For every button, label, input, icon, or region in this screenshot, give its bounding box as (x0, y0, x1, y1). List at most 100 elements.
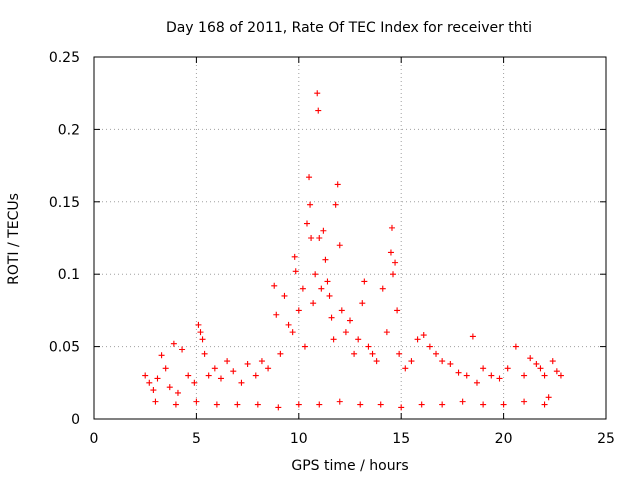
data-point (230, 368, 237, 375)
data-point (469, 333, 476, 340)
data-point (152, 398, 159, 405)
data-point (355, 336, 362, 343)
data-point (480, 401, 487, 408)
data-point (179, 346, 186, 353)
data-point (312, 271, 319, 278)
data-point (496, 375, 503, 382)
plot-frame (93, 56, 607, 420)
data-point (244, 360, 251, 367)
tick-labels: 0 5 10 15 20 25 0 0.05 0.1 0.15 0.2 0.25 (49, 50, 615, 447)
data-point (439, 358, 446, 365)
data-point (316, 401, 323, 408)
data-point (379, 285, 386, 292)
data-point (347, 317, 353, 324)
data-point (439, 401, 446, 408)
data-point (383, 329, 390, 336)
data-point (338, 307, 345, 314)
data-point (463, 372, 470, 379)
data-point (512, 343, 519, 350)
data-point (170, 340, 177, 347)
data-point (336, 398, 343, 405)
data-point (521, 398, 528, 405)
data-point (408, 358, 415, 365)
data-point (193, 398, 200, 405)
data-point (334, 181, 341, 188)
y-tick-label: 0.15 (49, 195, 80, 211)
data-point (289, 329, 296, 336)
data-point (224, 358, 231, 365)
data-point (533, 360, 540, 367)
data-point (390, 271, 397, 278)
data-point (306, 174, 313, 181)
data-point (433, 350, 440, 357)
data-point (394, 307, 401, 314)
y-axis-label: ROTI / TECUs (6, 193, 22, 285)
data-point (426, 343, 433, 350)
data-point (328, 314, 335, 321)
x-tick-label: 15 (392, 431, 410, 447)
data-point (504, 365, 511, 372)
axis-ticks (93, 56, 607, 420)
data-point (258, 358, 265, 365)
data-point (310, 300, 317, 307)
data-point (418, 401, 425, 408)
data-point (195, 321, 202, 328)
data-point (265, 365, 272, 372)
data-point (213, 401, 220, 408)
data-point (320, 227, 327, 234)
data-point (447, 360, 454, 367)
data-point (392, 259, 399, 266)
x-tick-label: 20 (495, 431, 513, 447)
data-point (254, 401, 261, 408)
chart-title: Day 168 of 2011, Rate Of TEC Index for r… (166, 20, 532, 36)
data-point (322, 256, 329, 263)
data-point (387, 249, 394, 256)
data-point (330, 336, 337, 343)
data-point (541, 401, 548, 408)
x-tick-label: 5 (192, 431, 201, 447)
data-point (146, 379, 153, 386)
data-point (303, 220, 310, 227)
data-point (365, 343, 372, 350)
data-point (351, 350, 358, 357)
x-tick-label: 0 (90, 431, 99, 447)
grid (94, 57, 606, 419)
data-point (359, 300, 366, 307)
data-point (299, 285, 306, 292)
data-point (314, 90, 321, 97)
data-point (199, 336, 206, 343)
data-point (154, 375, 161, 382)
data-point (162, 365, 169, 372)
data-point (545, 394, 552, 401)
data-point (285, 321, 292, 328)
data-point (308, 235, 315, 241)
data-point (541, 372, 548, 379)
data-point (420, 332, 427, 339)
data-point (557, 372, 564, 379)
x-tick-label: 10 (290, 431, 308, 447)
data-point (398, 404, 405, 411)
data-point (205, 372, 212, 379)
data-point (500, 401, 507, 408)
data-point (414, 336, 421, 343)
data-point (459, 398, 466, 405)
data-point (201, 350, 208, 357)
data-point (388, 224, 395, 231)
data-point (291, 253, 298, 260)
data-point (211, 365, 218, 372)
data-point (473, 379, 480, 386)
data-point (217, 375, 224, 382)
data-point (174, 389, 181, 396)
x-tick-label: 25 (597, 431, 615, 447)
data-point (315, 107, 322, 114)
data-point (455, 369, 462, 376)
data-point (275, 404, 282, 411)
data-point (537, 365, 544, 372)
data-point (292, 268, 299, 275)
data-point (549, 358, 556, 365)
data-point (553, 368, 560, 375)
data-point (488, 372, 495, 379)
data-point (527, 355, 534, 362)
data-point (316, 235, 323, 241)
